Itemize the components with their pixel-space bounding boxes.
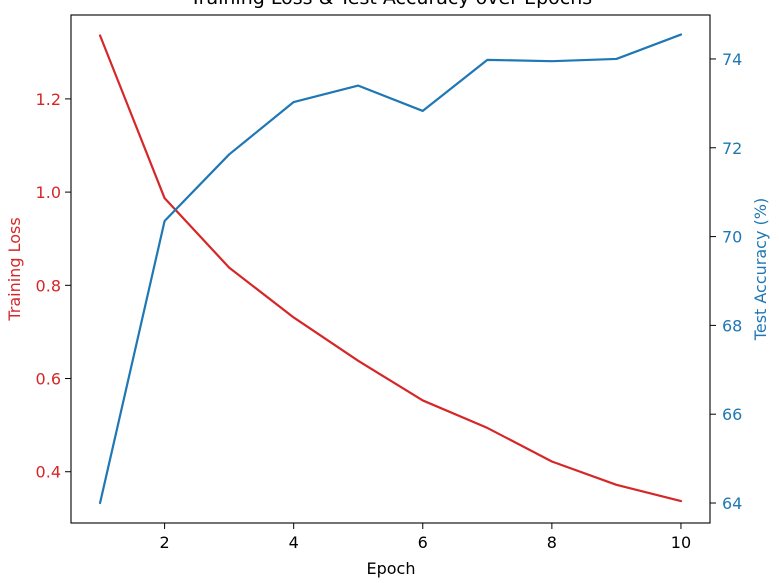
test-accuracy-line bbox=[98, 33, 683, 505]
chart-title: Training Loss & Test Accuracy over Epoch… bbox=[189, 0, 592, 9]
x-tick-label: 4 bbox=[289, 533, 299, 552]
x-axis-label: Epoch bbox=[367, 559, 416, 578]
left-y-axis-label: Training Loss bbox=[5, 217, 24, 321]
left-y-tick-label: 0.6 bbox=[36, 370, 61, 389]
right-y-tick-label: 70 bbox=[722, 228, 742, 247]
right-y-tick-label: 72 bbox=[722, 139, 742, 158]
plot-frame bbox=[70, 14, 711, 524]
left-y-tick-label: 0.4 bbox=[36, 463, 61, 482]
right-y-tick-label: 68 bbox=[722, 316, 742, 335]
x-tick-label: 6 bbox=[418, 533, 428, 552]
x-tick-label: 10 bbox=[671, 533, 691, 552]
right-y-axis: 64 66 68 70 72 74 bbox=[710, 50, 742, 513]
left-y-tick-label: 0.8 bbox=[36, 276, 61, 295]
x-axis: 2 4 6 8 10 bbox=[159, 523, 691, 552]
right-y-axis-label: Test Accuracy (%) bbox=[751, 198, 770, 341]
left-y-tick-label: 1.2 bbox=[36, 90, 61, 109]
plot-area bbox=[98, 33, 683, 505]
left-y-axis: 0.4 0.6 0.8 1.0 1.2 bbox=[36, 90, 71, 482]
x-tick-label: 8 bbox=[547, 533, 557, 552]
left-y-tick-label: 1.0 bbox=[36, 183, 61, 202]
right-y-tick-label: 66 bbox=[722, 405, 742, 424]
training-loss-line bbox=[98, 34, 683, 503]
x-tick-label: 2 bbox=[159, 533, 169, 552]
right-y-tick-label: 64 bbox=[722, 494, 742, 513]
right-y-tick-label: 74 bbox=[722, 50, 742, 69]
